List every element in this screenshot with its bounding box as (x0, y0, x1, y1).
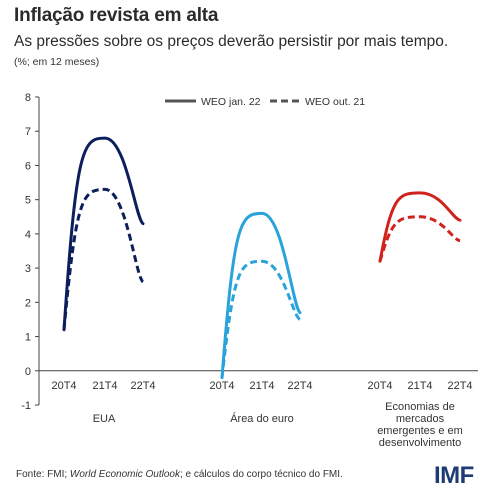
x-tick-label: 20T4 (51, 380, 76, 392)
y-tick-label: 6 (25, 160, 31, 172)
x-tick-label: 22T4 (287, 380, 312, 392)
y-tick-label: 2 (25, 297, 31, 309)
x-tick-label: 21T4 (249, 380, 274, 392)
y-tick-label: 3 (25, 263, 31, 275)
y-tick-label: 0 (25, 366, 31, 378)
chart-title: Inflação revista em alta (14, 5, 219, 26)
x-tick-label: 22T4 (447, 380, 472, 392)
series-line-dashed-2 (220, 259, 302, 378)
unit-label: (%; em 12 meses) (14, 56, 100, 68)
x-tick-label: 21T4 (92, 380, 117, 392)
legend-solid-label: WEO jan. 22 (201, 96, 261, 108)
x-tick-label: 22T4 (130, 380, 155, 392)
series-line-solid-1 (62, 136, 145, 332)
group-label: desenvolvimento (379, 437, 462, 449)
chart-subtitle: As pressões sobre os preços deverão pers… (14, 33, 449, 50)
x-tick-label: 21T4 (407, 380, 432, 392)
y-tick-label: 7 (25, 126, 31, 138)
legend-dashed-label: WEO out. 21 (305, 96, 365, 108)
series-line-dashed-3 (378, 215, 461, 262)
y-tick-label: -1 (21, 400, 31, 412)
group-label: mercados (396, 413, 445, 425)
y-tick-label: 8 (25, 92, 31, 104)
y-tick-label: 1 (25, 332, 31, 344)
source-note: Fonte: FMI; World Economic Outlook; e cá… (16, 469, 343, 480)
group-label: emergentes e em (377, 425, 463, 437)
series-line-solid-2 (220, 211, 302, 380)
x-tick-label: 20T4 (209, 380, 234, 392)
series-line-dashed-1 (62, 187, 145, 330)
x-tick-label: 20T4 (367, 380, 392, 392)
group-label: EUA (93, 413, 116, 425)
y-tick-label: 5 (25, 195, 31, 207)
imf-logo: IMF (434, 462, 474, 489)
group-label: Área do euro (230, 412, 294, 425)
y-tick-label: 4 (25, 229, 31, 241)
series-line-solid-3 (378, 191, 462, 263)
group-label: Economias de (385, 401, 455, 413)
